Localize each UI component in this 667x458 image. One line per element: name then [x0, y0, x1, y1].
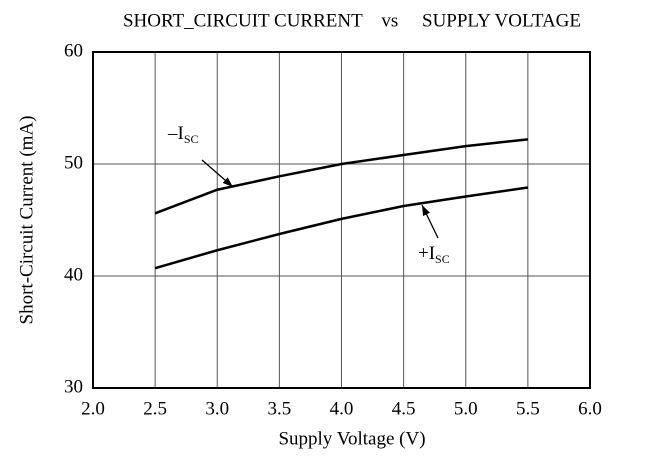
series-subscript: SC: [184, 132, 199, 146]
series-line: [154, 186, 529, 270]
x-tick-label: 6.0: [578, 398, 602, 419]
series-label: –ISC: [167, 123, 199, 145]
arrow-head: [222, 177, 233, 187]
y-tick-label: 40: [64, 264, 83, 285]
x-tick-label: 4.0: [330, 398, 354, 419]
series-subscript: SC: [435, 252, 450, 266]
x-tick-label: 5.5: [516, 398, 540, 419]
x-tick-label: 2.0: [81, 398, 105, 419]
x-tick-label: 4.5: [392, 398, 416, 419]
series-name: +I: [418, 243, 435, 264]
x-tick-label: 3.0: [205, 398, 229, 419]
y-axis-label: Short-Circuit Current (mA): [16, 116, 37, 325]
plot-frame: [92, 51, 591, 389]
x-axis-label: Supply Voltage (V): [278, 428, 425, 449]
x-tick-label: 2.5: [143, 398, 167, 419]
y-tick-label: 60: [64, 40, 83, 61]
y-tick-label: 50: [64, 152, 83, 173]
series-line: [154, 138, 529, 215]
y-tick-label: 30: [64, 376, 83, 397]
x-tick-label: 5.0: [454, 398, 478, 419]
chart-title: SHORT_CIRCUIT CURRENT vs SUPPLY VOLTAGE: [123, 10, 581, 31]
x-tick-label: 3.5: [268, 398, 292, 419]
arrow-head: [422, 205, 430, 216]
series-name: –I: [167, 123, 184, 144]
series-label: +ISC: [418, 243, 450, 265]
